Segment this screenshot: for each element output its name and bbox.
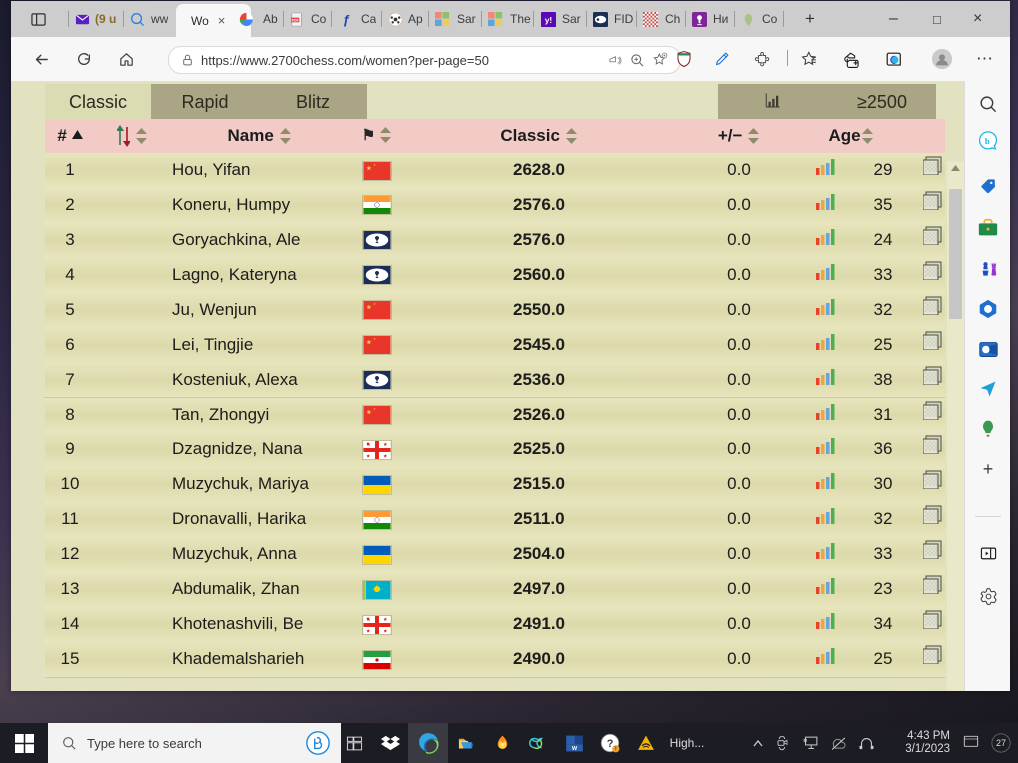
svg-text:ƒ: ƒ [343, 12, 350, 27]
svg-text:?: ? [607, 738, 614, 750]
svg-text:W: W [571, 746, 577, 752]
svg-text:b: b [985, 136, 990, 146]
svg-text:y!: y! [545, 14, 553, 24]
svg-text:PDF: PDF [292, 18, 300, 22]
